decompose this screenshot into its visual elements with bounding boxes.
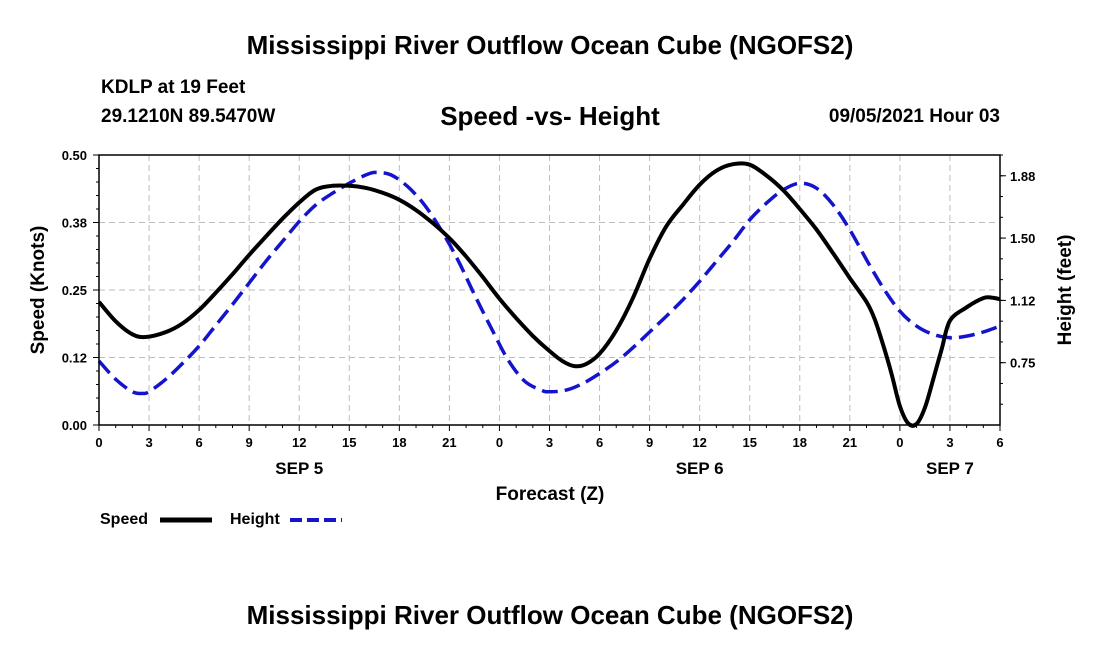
x-tick-label: 0 <box>95 435 102 450</box>
y-left-tick-label: 0.00 <box>62 418 87 433</box>
y-left-tick-label: 0.50 <box>62 148 87 163</box>
x-axis-title: Forecast (Z) <box>496 484 605 505</box>
y-right-tick-label: 1.12 <box>1010 293 1035 308</box>
chart-footer-title: Mississippi River Outflow Ocean Cube (NG… <box>246 600 854 630</box>
x-tick-label: 3 <box>946 435 953 450</box>
x-tick-label: 9 <box>246 435 253 450</box>
y-right-tick-label: 1.50 <box>1010 231 1035 246</box>
x-date-label: SEP 5 <box>275 459 323 478</box>
y-axis-right-title: Height (feet) <box>1055 235 1076 346</box>
x-tick-label: 18 <box>793 435 807 450</box>
x-tick-label: 6 <box>195 435 202 450</box>
x-tick-label: 0 <box>496 435 503 450</box>
chart-grid <box>99 155 1000 425</box>
x-tick-label: 3 <box>145 435 152 450</box>
x-date-label: SEP 6 <box>676 459 724 478</box>
y-left-tick-label: 0.12 <box>62 351 87 366</box>
x-tick-label: 9 <box>646 435 653 450</box>
x-tick-label: 12 <box>292 435 306 450</box>
chart-axes: 0 3 6 9 12 15 18 21 0 3 6 9 12 15 18 21 0 3 6 SEP 5 SEP 6 SEP… <box>62 148 1036 478</box>
x-tick-label: 0 <box>896 435 903 450</box>
x-tick-label: 12 <box>692 435 706 450</box>
y-left-tick-label: 0.38 <box>62 216 87 231</box>
station-label: KDLP at 19 Feet <box>101 77 246 98</box>
y-right-tick-label: 0.75 <box>1010 356 1035 371</box>
x-tick-label: 3 <box>546 435 553 450</box>
legend-label-speed: Speed <box>100 511 148 528</box>
chart-subtitle: Speed -vs- Height <box>440 101 660 131</box>
y-left-tick-label: 0.25 <box>62 283 87 298</box>
forecast-datetime: 09/05/2021 Hour 03 <box>828 106 1000 127</box>
y-axis-left-title: Speed (Knots) <box>28 226 49 355</box>
x-tick-label: 21 <box>843 435 857 450</box>
x-tick-label: 6 <box>996 435 1003 450</box>
x-tick-label: 15 <box>342 435 356 450</box>
chart-series <box>97 161 1001 428</box>
x-tick-label: 21 <box>442 435 456 450</box>
x-tick-label: 15 <box>742 435 756 450</box>
x-tick-label: 6 <box>596 435 603 450</box>
station-coordinates: 29.1210N 89.5470W <box>101 106 276 127</box>
series-line-speed <box>97 161 1001 428</box>
legend: Speed Height <box>100 511 342 528</box>
y-right-tick-label: 1.88 <box>1010 169 1035 184</box>
x-tick-label: 18 <box>392 435 406 450</box>
legend-label-height: Height <box>230 511 280 528</box>
chart-main-title: Mississippi River Outflow Ocean Cube (NG… <box>246 30 854 60</box>
x-date-label: SEP 7 <box>926 459 974 478</box>
series-line-height <box>97 170 1001 396</box>
